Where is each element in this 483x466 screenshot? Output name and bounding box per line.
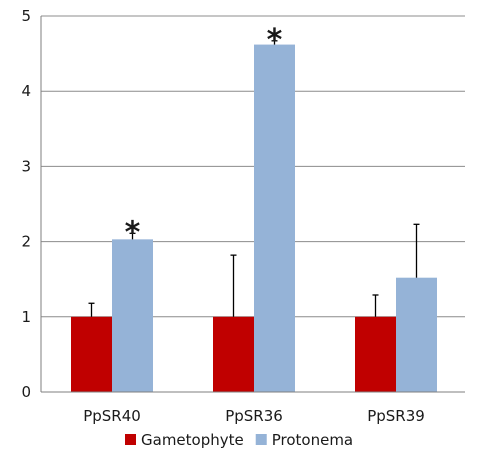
y-tick-label: 4 <box>21 82 31 100</box>
legend-label-gametophyte: Gametophyte <box>141 431 244 449</box>
error-bars <box>88 40 420 317</box>
bar-gametophyte-ppsr36 <box>213 316 254 392</box>
bar-gametophyte-ppsr39 <box>355 316 396 392</box>
y-tick-label: 0 <box>21 383 31 401</box>
legend-swatch-protonema <box>255 434 267 445</box>
legend-swatch-gametophyte <box>125 434 136 445</box>
x-axis-categories: PpSR40 PpSR36 PpSR39 <box>83 407 425 425</box>
x-category-label: PpSR39 <box>367 407 425 425</box>
legend: Gametophyte Protonema <box>125 431 353 449</box>
gridlines <box>41 15 465 318</box>
bars <box>71 44 437 393</box>
y-axis-ticks: 0 1 2 3 4 5 <box>21 7 31 401</box>
y-tick-label: 3 <box>21 157 31 175</box>
significance-star: * <box>267 23 283 58</box>
significance-star: * <box>125 215 141 250</box>
legend-label-protonema: Protonema <box>272 431 353 449</box>
bar-protonema-ppsr36 <box>254 44 295 393</box>
bar-protonema-ppsr40 <box>112 239 153 392</box>
significance-markers: ** <box>125 23 283 251</box>
x-category-label: PpSR36 <box>225 407 283 425</box>
y-tick-label: 1 <box>21 308 31 326</box>
y-tick-label: 5 <box>21 7 31 25</box>
x-category-label: PpSR40 <box>83 407 141 425</box>
bar-protonema-ppsr39 <box>396 277 437 392</box>
y-tick-label: 2 <box>21 233 31 251</box>
bar-gametophyte-ppsr40 <box>71 316 112 392</box>
